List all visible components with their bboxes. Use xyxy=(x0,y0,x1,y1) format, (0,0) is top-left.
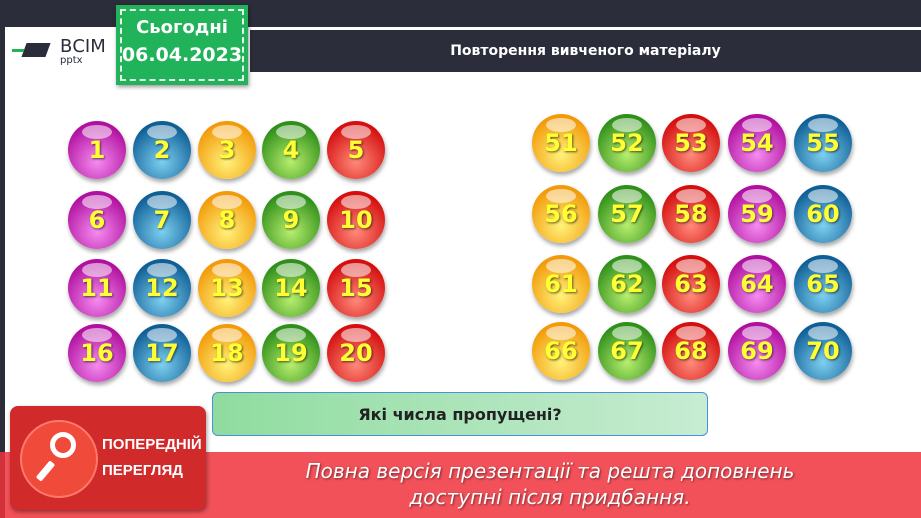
number-ball: 20 xyxy=(327,324,385,382)
number-ball: 6 xyxy=(68,191,126,249)
ball-number: 8 xyxy=(218,206,236,234)
ball-number: 69 xyxy=(740,337,774,365)
number-ball: 67 xyxy=(598,322,656,380)
ball-number: 13 xyxy=(210,274,244,302)
ball-number: 6 xyxy=(88,206,106,234)
ball-number: 20 xyxy=(339,339,373,367)
number-ball: 57 xyxy=(598,185,656,243)
question-text: Які числа пропущені? xyxy=(358,404,562,424)
preview-line-1: ПОПЕРЕДНІЙ xyxy=(102,436,202,453)
ball-number: 52 xyxy=(610,129,644,157)
number-ball: 59 xyxy=(728,185,786,243)
logo-name: ВСІМ xyxy=(60,36,106,57)
ball-number: 65 xyxy=(806,270,840,298)
number-ball: 5 xyxy=(327,121,385,179)
ball-number: 58 xyxy=(674,200,708,228)
ball-number: 19 xyxy=(274,339,308,367)
number-ball: 51 xyxy=(532,114,590,172)
title-bar: Повторення вивченого матеріалу xyxy=(250,28,921,72)
ball-number: 51 xyxy=(544,129,578,157)
number-ball: 56 xyxy=(532,185,590,243)
preview-badge: ПОПЕРЕДНІЙ ПЕРЕГЛЯД xyxy=(10,406,206,510)
magnifier-icon xyxy=(20,420,98,498)
ball-number: 60 xyxy=(806,200,840,228)
ball-number: 59 xyxy=(740,200,774,228)
ball-number: 2 xyxy=(153,136,171,164)
logo: ВСІМ pptx xyxy=(12,38,106,66)
number-ball: 52 xyxy=(598,114,656,172)
logo-sub: pptx xyxy=(60,55,83,66)
number-ball: 18 xyxy=(198,324,256,382)
ball-number: 53 xyxy=(674,129,708,157)
page-title: Повторення вивченого матеріалу xyxy=(450,43,721,59)
number-ball: 9 xyxy=(262,191,320,249)
number-ball: 12 xyxy=(133,259,191,317)
number-ball: 68 xyxy=(662,322,720,380)
ball-number: 9 xyxy=(282,206,300,234)
ball-number: 68 xyxy=(674,337,708,365)
number-ball: 55 xyxy=(794,114,852,172)
ball-number: 4 xyxy=(282,136,300,164)
number-ball: 62 xyxy=(598,255,656,313)
ball-number: 66 xyxy=(544,337,578,365)
number-ball: 70 xyxy=(794,322,852,380)
ball-number: 10 xyxy=(339,206,373,234)
number-ball: 58 xyxy=(662,185,720,243)
ball-number: 3 xyxy=(218,136,236,164)
ball-number: 67 xyxy=(610,337,644,365)
number-ball: 63 xyxy=(662,255,720,313)
ball-number: 17 xyxy=(145,339,179,367)
ball-number: 63 xyxy=(674,270,708,298)
ball-number: 54 xyxy=(740,129,774,157)
banner-line-2: доступні після придбання. xyxy=(409,485,691,509)
number-ball: 3 xyxy=(198,121,256,179)
ball-number: 64 xyxy=(740,270,774,298)
ball-number: 16 xyxy=(80,339,114,367)
date-value: 06.04.2023 xyxy=(121,44,243,66)
question-box: Які числа пропущені? xyxy=(212,392,708,436)
number-ball: 65 xyxy=(794,255,852,313)
number-ball: 10 xyxy=(327,191,385,249)
number-ball: 19 xyxy=(262,324,320,382)
ball-number: 12 xyxy=(145,274,179,302)
ball-number: 15 xyxy=(339,274,373,302)
number-ball: 2 xyxy=(133,121,191,179)
preview-line-2: ПЕРЕГЛЯД xyxy=(102,462,183,479)
ball-number: 56 xyxy=(544,200,578,228)
ball-number: 18 xyxy=(210,339,244,367)
ball-number: 14 xyxy=(274,274,308,302)
number-ball: 16 xyxy=(68,324,126,382)
ball-number: 11 xyxy=(80,274,114,302)
date-label: Сьогодні xyxy=(136,17,228,38)
ball-number: 57 xyxy=(610,200,644,228)
ball-number: 1 xyxy=(88,136,106,164)
number-ball: 13 xyxy=(198,259,256,317)
number-ball: 69 xyxy=(728,322,786,380)
number-ball: 54 xyxy=(728,114,786,172)
number-ball: 17 xyxy=(133,324,191,382)
number-ball: 61 xyxy=(532,255,590,313)
ball-number: 7 xyxy=(153,206,171,234)
number-ball: 11 xyxy=(68,259,126,317)
ball-number: 61 xyxy=(544,270,578,298)
banner-line-1: Повна версія презентації та решта доповн… xyxy=(305,459,795,483)
graduation-cap-icon xyxy=(12,41,56,63)
number-ball: 64 xyxy=(728,255,786,313)
ball-number: 5 xyxy=(347,136,365,164)
ball-number: 62 xyxy=(610,270,644,298)
ball-number: 70 xyxy=(806,337,840,365)
number-ball: 53 xyxy=(662,114,720,172)
number-ball: 66 xyxy=(532,322,590,380)
number-ball: 4 xyxy=(262,121,320,179)
number-ball: 7 xyxy=(133,191,191,249)
number-ball: 8 xyxy=(198,191,256,249)
number-ball: 1 xyxy=(68,121,126,179)
number-ball: 60 xyxy=(794,185,852,243)
ball-number: 55 xyxy=(806,129,840,157)
number-ball: 15 xyxy=(327,259,385,317)
number-ball: 14 xyxy=(262,259,320,317)
date-badge: Сьогодні 06.04.2023 xyxy=(116,5,248,85)
